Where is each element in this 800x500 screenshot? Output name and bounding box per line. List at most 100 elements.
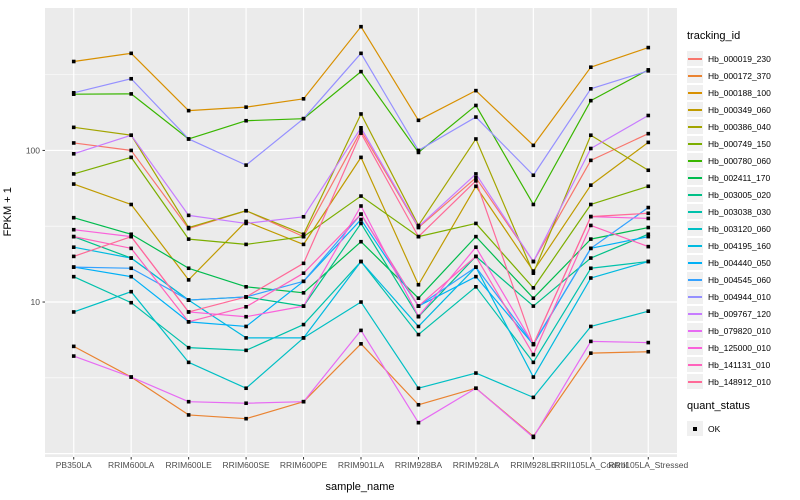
- data-point: [186, 298, 191, 302]
- legend-key-swatch: [687, 85, 703, 100]
- data-point: [71, 182, 76, 186]
- data-point: [474, 179, 478, 183]
- data-point: [71, 172, 76, 176]
- data-point: [71, 274, 76, 279]
- data-point: [646, 232, 651, 237]
- legend-item: Hb_000188_100: [687, 84, 799, 101]
- data-point: [186, 213, 191, 218]
- data-point: [359, 128, 363, 133]
- data-point: [71, 90, 76, 95]
- data-point: [244, 314, 248, 319]
- legend-color-line: [688, 296, 702, 298]
- black-square-marker-icon: [693, 427, 697, 431]
- legend-item: Hb_000749_150: [687, 135, 799, 152]
- data-point: [129, 92, 133, 96]
- data-point: [589, 65, 593, 70]
- data-point: [301, 234, 306, 239]
- data-point: [416, 324, 421, 329]
- data-point: [301, 97, 306, 101]
- data-point: [301, 322, 306, 327]
- data-point: [186, 360, 191, 365]
- data-point: [244, 118, 248, 123]
- data-point: [244, 324, 248, 329]
- quant-status-legend: quant_status OK: [687, 400, 799, 437]
- data-point: [589, 324, 593, 329]
- data-point: [359, 328, 363, 333]
- legend-key-swatch: [687, 187, 703, 202]
- data-point: [129, 202, 133, 207]
- legend-item-label: Hb_125000_010: [708, 342, 771, 353]
- data-point: [301, 242, 306, 247]
- data-point: [244, 219, 248, 224]
- data-point: [244, 242, 248, 247]
- legend-item-label: Hb_003005_020: [708, 189, 771, 200]
- legend-item-label: Hb_009767_120: [708, 308, 771, 319]
- legend-item: Hb_141131_010: [687, 356, 799, 373]
- legend-color-line: [688, 245, 702, 247]
- data-point: [301, 291, 306, 295]
- data-point: [301, 304, 306, 308]
- legend-item: Hb_000019_230: [687, 50, 799, 67]
- legend-item-label: Hb_003038_030: [708, 206, 771, 217]
- data-point: [71, 245, 76, 249]
- data-point: [186, 225, 191, 230]
- data-point: [71, 125, 76, 130]
- legend-key-swatch: [687, 204, 703, 219]
- data-point: [589, 339, 593, 344]
- data-point: [186, 413, 191, 417]
- data-point: [129, 234, 133, 239]
- data-point: [244, 208, 248, 213]
- legend-item: Hb_079820_010: [687, 322, 799, 339]
- legend-color-line: [688, 126, 702, 128]
- x-tick-label: RRIM928LE: [510, 460, 557, 470]
- legend-item-label: Hb_000780_060: [708, 155, 771, 166]
- legend-item: Hb_000349_060: [687, 101, 799, 118]
- data-point: [474, 254, 478, 259]
- data-point: [416, 224, 421, 229]
- data-point: [589, 276, 593, 280]
- legend-key-swatch: [687, 68, 703, 83]
- data-point: [129, 232, 133, 237]
- data-point: [531, 286, 536, 290]
- data-point: [71, 254, 76, 259]
- data-point: [129, 375, 133, 379]
- data-point: [416, 150, 421, 155]
- data-point: [359, 239, 363, 244]
- data-point: [129, 289, 133, 294]
- data-point: [71, 227, 76, 232]
- legend-item: Hb_004195_160: [687, 237, 799, 254]
- quant-item-label: OK: [708, 423, 721, 434]
- legend-color-line: [688, 381, 702, 383]
- data-point: [244, 163, 248, 167]
- data-point: [531, 304, 536, 308]
- data-point: [646, 113, 651, 118]
- legend-color-line: [688, 313, 702, 315]
- y-tick-label: 100: [26, 145, 40, 155]
- legend-title-tracking-id: tracking_id: [687, 30, 741, 42]
- y-tick-label: 10: [31, 297, 41, 307]
- data-point: [359, 221, 363, 226]
- data-point: [301, 399, 306, 404]
- legend-color-line: [688, 364, 702, 366]
- data-point: [589, 256, 593, 260]
- data-point: [301, 279, 306, 284]
- data-point: [244, 105, 248, 109]
- legend-item-label: Hb_000188_100: [708, 87, 771, 98]
- data-point: [359, 194, 363, 198]
- data-point: [359, 131, 363, 135]
- data-point: [71, 215, 76, 220]
- data-point: [359, 217, 363, 222]
- data-point: [129, 274, 133, 279]
- x-tick-label: RRIM928LA: [453, 460, 500, 470]
- data-point: [359, 300, 363, 304]
- data-point: [244, 305, 248, 309]
- data-point: [589, 266, 593, 271]
- legend-item: Hb_003120_060: [687, 220, 799, 237]
- legend-item: Hb_004944_010: [687, 288, 799, 305]
- data-point: [589, 183, 593, 187]
- legend-color-line: [688, 262, 702, 264]
- legend-color-line: [688, 177, 702, 179]
- data-point: [186, 266, 191, 271]
- data-point: [416, 332, 421, 337]
- legend-title-quant-status: quant_status: [687, 400, 750, 412]
